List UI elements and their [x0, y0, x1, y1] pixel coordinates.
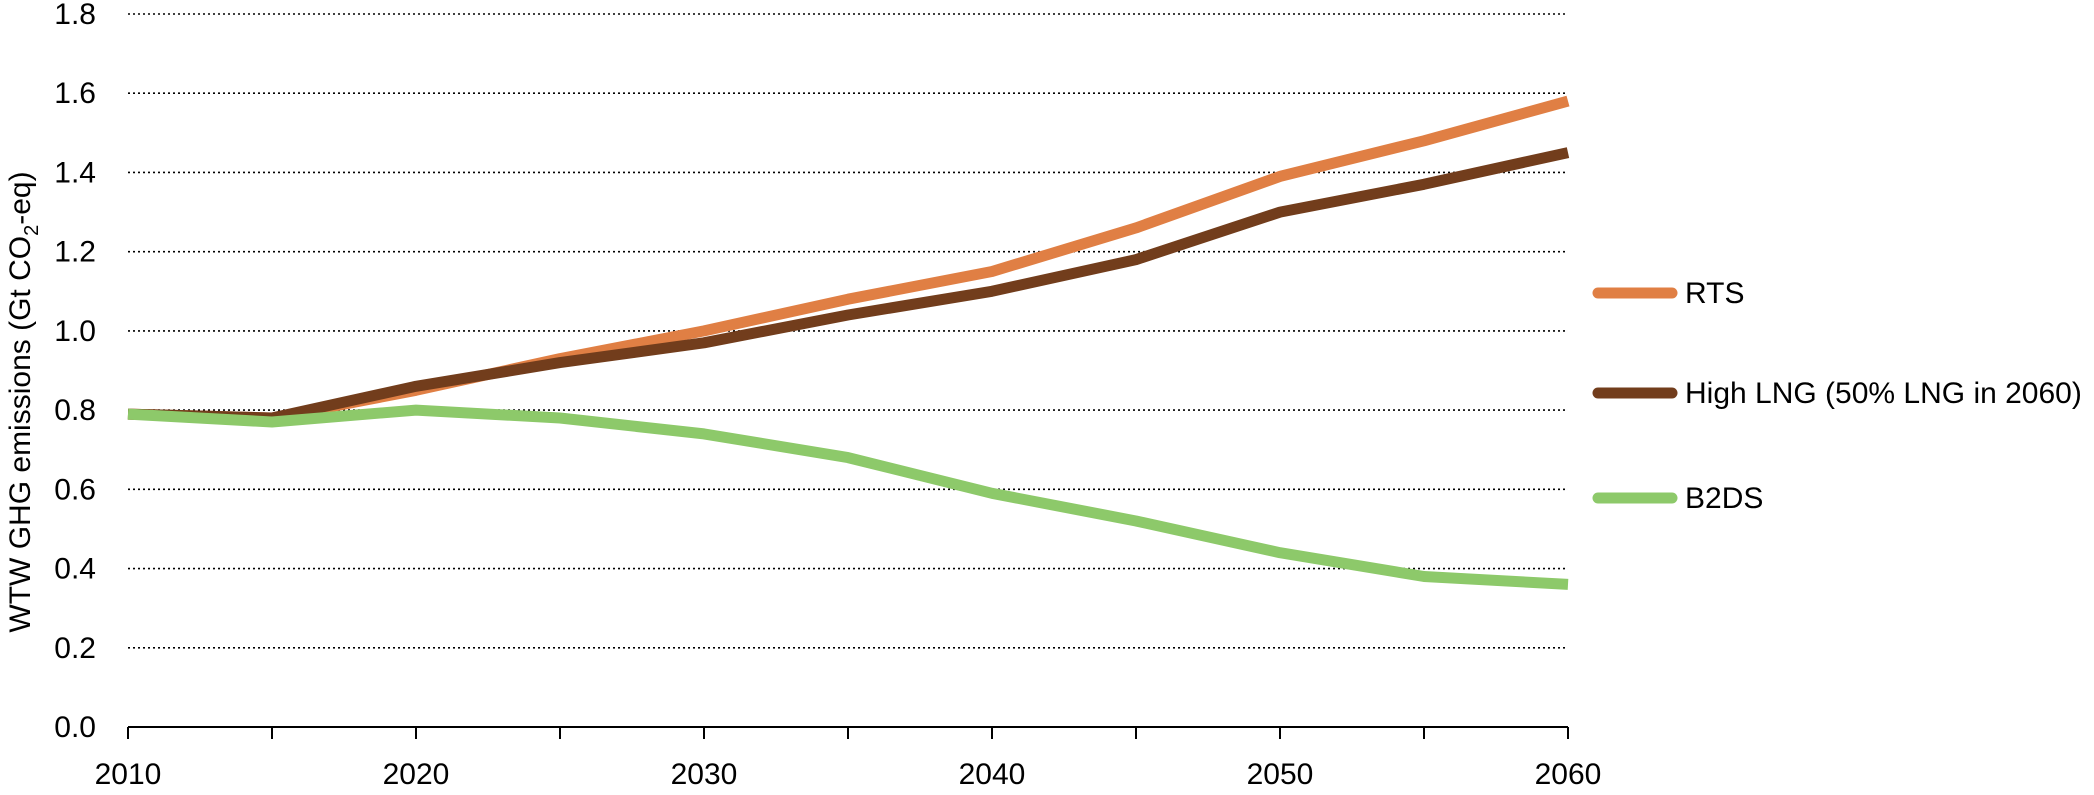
y-tick-label: 1.0 [54, 315, 96, 348]
series-line-1 [127, 147, 1570, 424]
x-tick-label: 2060 [1535, 758, 1602, 791]
series-lines [127, 95, 1570, 590]
legend-label: B2DS [1685, 482, 1763, 515]
y-tick-label: 0.4 [54, 553, 96, 586]
x-tick-label: 2050 [1247, 758, 1314, 791]
y-tick-label: 0.0 [54, 711, 96, 744]
y-tick-label: 0.2 [54, 632, 96, 665]
legend-label: High LNG (50% LNG in 2060) [1685, 377, 2082, 410]
y-tick-label: 1.8 [54, 0, 96, 31]
y-tick-label: 1.6 [54, 77, 96, 110]
series-line-2 [127, 404, 1569, 590]
series-line-0 [127, 95, 1570, 424]
x-tick-label: 2020 [383, 758, 450, 791]
y-axis-title: WTW GHG emissions (Gt CO2-eq) [4, 171, 43, 632]
legend: RTS High LNG (50% LNG in 2060) B2DS [1592, 277, 2082, 515]
y-axis-title-subscript: 2 [21, 225, 43, 236]
y-axis-title-suffix: -eq) [4, 171, 37, 224]
x-tick-label: 2030 [671, 758, 738, 791]
x-axis [127, 726, 1569, 739]
y-tick-label: 0.6 [54, 473, 96, 506]
legend-label: RTS [1685, 277, 1744, 310]
x-tick-label: 2010 [95, 758, 162, 791]
x-tick-label: 2040 [959, 758, 1026, 791]
y-axis-tick-labels: 0.0 0.2 0.4 0.6 0.8 1.0 1.2 1.4 1.6 1.8 [54, 0, 96, 744]
x-axis-tick-labels: 2010 2020 2030 2040 2050 2060 [95, 758, 1602, 791]
y-tick-label: 1.2 [54, 236, 96, 269]
y-axis-title-main: WTW GHG emissions (Gt CO [4, 236, 37, 633]
y-tick-label: 1.4 [54, 156, 96, 189]
gridlines [128, 13, 1568, 649]
y-tick-label: 0.8 [54, 394, 96, 427]
